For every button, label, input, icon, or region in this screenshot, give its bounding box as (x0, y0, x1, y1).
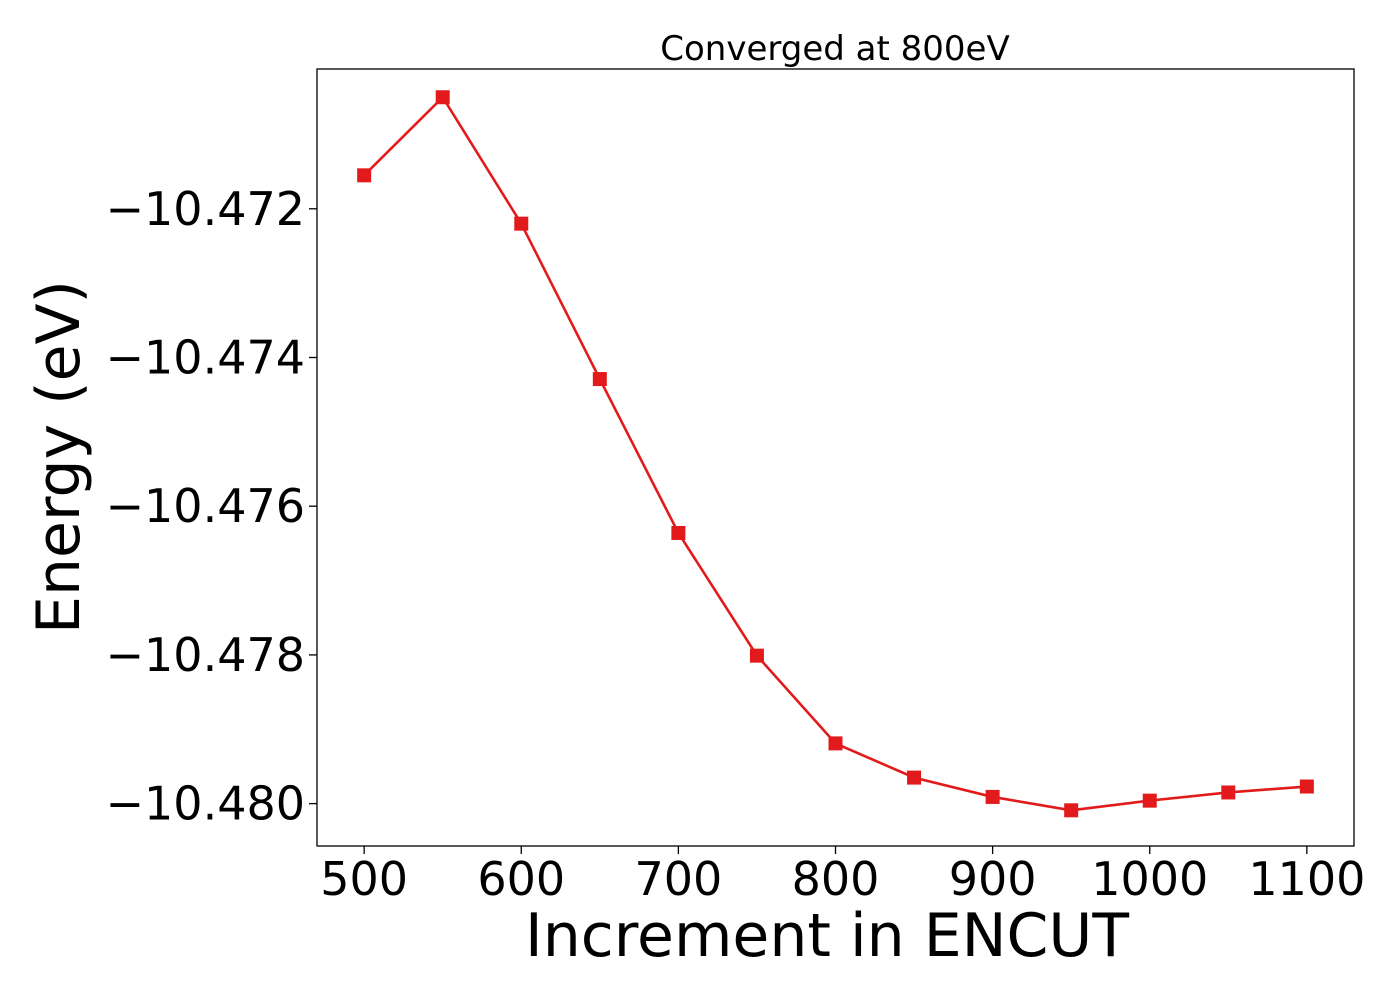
x-axis-label: Increment in ENCUT (525, 901, 1129, 971)
x-tick-label: 500 (320, 852, 408, 906)
series-line (363, 95, 1307, 812)
y-tick-label: −10.474 (106, 330, 306, 384)
x-tick-label: 600 (477, 852, 565, 906)
x-tick-label: 700 (634, 852, 722, 906)
series-layer (357, 90, 1314, 818)
data-point-marker (357, 168, 372, 183)
y-tick-label: −10.476 (106, 479, 306, 533)
y-axis-label: Energy (eV) (24, 280, 94, 634)
data-point-marker (435, 90, 450, 105)
x-tick-label: 900 (949, 852, 1037, 906)
x-axis-ticks: 500 600 700 800 900 1000 1100 (320, 846, 1365, 906)
data-point-marker (828, 736, 843, 751)
y-axis-ticks: −10.472 −10.474 −10.476 −10.478 −10.480 (106, 182, 317, 831)
data-point-marker (985, 789, 1000, 804)
y-tick-label: −10.472 (106, 182, 306, 236)
data-point-marker (749, 648, 764, 663)
chart-title: Converged at 800eV (660, 29, 1009, 69)
data-point-marker (671, 525, 686, 540)
x-tick-label: 800 (792, 852, 880, 906)
y-tick-label: −10.480 (106, 777, 306, 831)
data-point-marker (1064, 803, 1079, 818)
data-point-marker (1221, 785, 1236, 800)
data-point-marker (1299, 779, 1314, 794)
plot-frame (316, 68, 1355, 847)
data-point-marker (592, 372, 607, 387)
x-tick-label: 1100 (1248, 852, 1365, 906)
y-tick-label: −10.478 (106, 628, 306, 682)
data-point-marker (907, 770, 922, 785)
data-point-marker (1142, 793, 1157, 808)
x-tick-label: 1000 (1091, 852, 1208, 906)
data-point-marker (514, 216, 529, 231)
